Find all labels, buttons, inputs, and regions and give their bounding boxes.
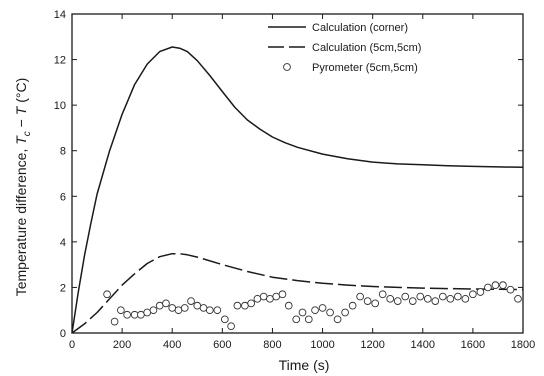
y-axis-title-var2: T bbox=[13, 105, 29, 115]
x-tick-label: 600 bbox=[213, 339, 231, 351]
y-tick-label: 12 bbox=[54, 55, 66, 67]
x-tick-label: 800 bbox=[263, 339, 281, 351]
pyrometer-point bbox=[278, 290, 287, 299]
pyrometer-point bbox=[454, 292, 462, 301]
pyrometer-point bbox=[378, 290, 387, 299]
pyrometer-point bbox=[408, 297, 417, 305]
pyrometer-point bbox=[155, 301, 164, 310]
pyrometer-point bbox=[193, 301, 202, 310]
pyrometer-point bbox=[393, 297, 402, 305]
pyrometer-point bbox=[363, 297, 372, 305]
pyrometer-point bbox=[199, 304, 208, 312]
pyrometer-point bbox=[137, 310, 145, 319]
y-tick-label: 8 bbox=[60, 146, 66, 158]
pyrometer-point bbox=[438, 292, 447, 301]
pyrometer-point bbox=[227, 322, 235, 331]
pyrometer-point bbox=[326, 308, 334, 317]
y-tick-label: 14 bbox=[54, 9, 66, 21]
pyrometer-point bbox=[247, 299, 255, 308]
y-tick-label: 0 bbox=[60, 328, 66, 340]
series-line-5cm bbox=[71, 252, 524, 334]
pyrometer-point bbox=[461, 294, 470, 303]
pyrometer-point bbox=[491, 281, 500, 290]
pyrometer-point bbox=[143, 308, 152, 317]
pyrometer-point bbox=[341, 308, 349, 317]
pyrometer-point bbox=[431, 297, 440, 305]
legend-marker bbox=[283, 63, 291, 71]
pyrometer-point bbox=[304, 315, 313, 324]
pyrometer-point bbox=[130, 310, 139, 319]
x-tick-label: 1600 bbox=[461, 339, 485, 351]
pyrometer-point bbox=[162, 299, 170, 308]
legend-label: Calculation (5cm,5cm) bbox=[312, 42, 421, 54]
pyrometer-point bbox=[174, 306, 183, 315]
series-layer bbox=[71, 46, 524, 334]
pyrometer-point bbox=[416, 292, 425, 301]
pyrometer-point bbox=[333, 315, 342, 324]
pyrometer-point bbox=[499, 281, 507, 290]
pyrometer-point bbox=[117, 306, 125, 315]
y-axis-title-sub: c bbox=[22, 131, 33, 136]
pyrometer-point bbox=[386, 294, 395, 303]
y-tick-label: 4 bbox=[60, 237, 66, 249]
pyrometer-point bbox=[371, 299, 380, 308]
pyrometer-point bbox=[469, 290, 477, 299]
pyrometer-point bbox=[292, 315, 301, 324]
pyrometer-point bbox=[220, 315, 229, 324]
x-axis-ticks: 0 200 400 600 800 1000 1200 1400 1600 1800 bbox=[69, 14, 535, 351]
plot-border bbox=[71, 13, 524, 334]
y-axis-title-var: T bbox=[13, 135, 29, 145]
plot-frame bbox=[71, 13, 524, 334]
pyrometer-point bbox=[401, 292, 410, 301]
legend-label: Pyrometer (5cm,5cm) bbox=[312, 62, 418, 74]
pyrometer-point bbox=[123, 310, 131, 319]
y-axis-title-units: (°C) bbox=[13, 78, 29, 107]
legend: Calculation (corner) Calculation (5cm,5cm… bbox=[268, 22, 421, 74]
y-tick-label: 6 bbox=[60, 191, 66, 203]
pyrometer-point bbox=[253, 294, 262, 303]
x-tick-label: 1000 bbox=[310, 339, 334, 351]
legend-label: Calculation (corner) bbox=[312, 22, 408, 34]
x-tick-label: 400 bbox=[163, 339, 181, 351]
x-tick-label: 1800 bbox=[511, 339, 535, 351]
pyrometer-point bbox=[213, 306, 222, 315]
x-axis-title: Time (s) bbox=[279, 357, 330, 373]
pyrometer-point bbox=[168, 304, 177, 312]
x-tick-label: 1200 bbox=[360, 339, 384, 351]
pyrometer-point bbox=[272, 292, 281, 301]
pyrometer-point bbox=[103, 290, 111, 299]
x-tick-label: 1400 bbox=[411, 339, 435, 351]
pyrometer-point bbox=[180, 304, 189, 312]
series-line-corner bbox=[71, 46, 524, 334]
pyrometer-point bbox=[259, 292, 268, 301]
x-tick-label: 200 bbox=[113, 339, 131, 351]
pyrometer-point bbox=[110, 317, 119, 326]
pyrometer-point bbox=[241, 301, 249, 310]
pyrometer-point bbox=[506, 285, 515, 294]
y-tick-label: 2 bbox=[60, 282, 66, 294]
pyrometer-point bbox=[514, 294, 522, 303]
pyrometer-point bbox=[484, 283, 492, 292]
y-axis-ticks: 0 2 4 6 8 10 12 14 bbox=[54, 9, 523, 340]
pyrometer-point bbox=[284, 301, 293, 310]
pyrometer-point bbox=[233, 301, 242, 310]
pyrometer-point bbox=[318, 304, 327, 312]
pyrometer-point bbox=[311, 306, 319, 315]
pyrometer-point bbox=[266, 294, 274, 303]
pyrometer-point bbox=[205, 306, 214, 315]
pyrometer-point bbox=[423, 294, 432, 303]
pyrometer-point bbox=[187, 297, 195, 305]
x-tick-label: 0 bbox=[69, 339, 75, 351]
y-tick-label: 10 bbox=[54, 100, 66, 112]
pyrometer-point bbox=[356, 292, 364, 301]
pyrometer-point bbox=[348, 301, 357, 310]
pyrometer-point bbox=[149, 306, 158, 315]
y-axis-title: Temperature difference, Tc − T (°C) bbox=[13, 78, 33, 297]
y-axis-title-minus: − bbox=[13, 115, 29, 131]
y-axis-title-prefix: Temperature difference, bbox=[13, 145, 29, 297]
pyrometer-point bbox=[446, 294, 455, 303]
pyrometer-point bbox=[476, 288, 485, 296]
pyrometer-point bbox=[298, 308, 307, 317]
